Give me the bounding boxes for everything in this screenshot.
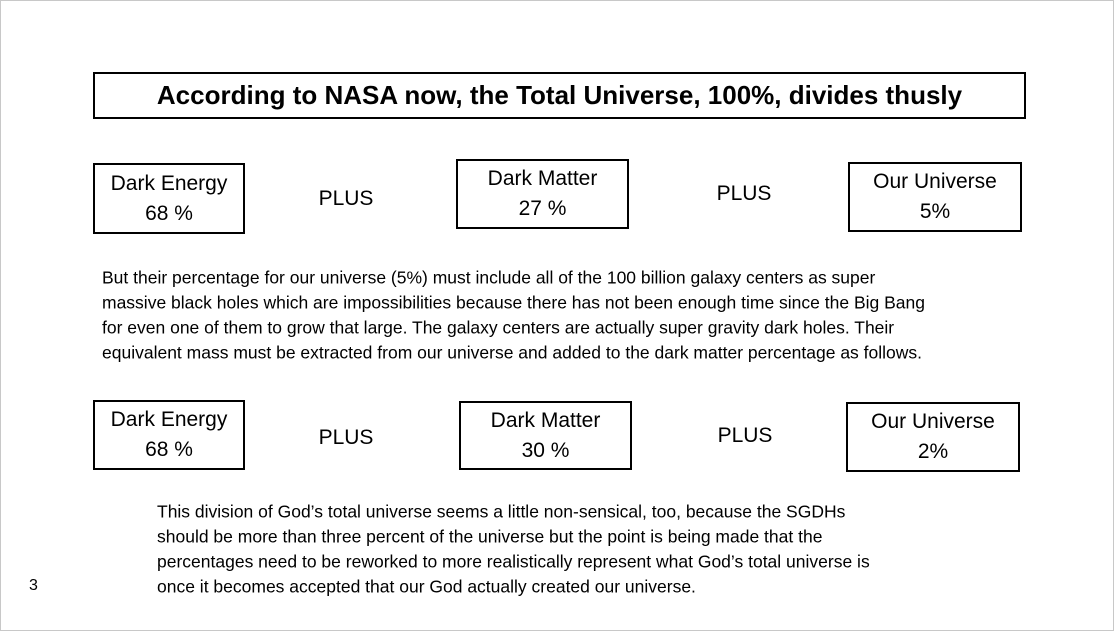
component-label: Dark Matter — [490, 408, 601, 432]
component-label: Dark Matter — [487, 167, 598, 190]
component-value: 30 % — [521, 438, 570, 462]
paragraph-line: equivalent mass must be extracted from o… — [102, 342, 923, 363]
component-label: Dark Energy — [110, 171, 228, 195]
component-box: Dark Matter 30 % — [459, 401, 632, 470]
paragraph-line: But their percentage for our universe (5… — [102, 267, 876, 288]
component-value: 2% — [917, 440, 949, 463]
paragraph-line: should be more than three percent of the… — [157, 526, 823, 547]
paragraph-line: percentages need to be reworked to more … — [157, 551, 870, 572]
component-value: 27 % — [518, 197, 567, 220]
component-box: Our Universe 2% — [846, 402, 1020, 472]
paragraph-line: massive black holes which are impossibil… — [102, 292, 925, 313]
component-value: 5% — [919, 200, 951, 223]
component-value: 68 % — [145, 201, 193, 225]
paragraph-line: for even one of them to grow that large.… — [102, 317, 895, 338]
component-box: Our Universe 5% — [848, 162, 1022, 232]
connector: PLUS — [716, 182, 772, 205]
component-box: Dark Energy 68 % — [93, 163, 245, 234]
page-number: 3 — [29, 577, 38, 594]
component-label: Our Universe — [873, 170, 997, 193]
component-box: Dark Energy 68 % — [93, 400, 245, 470]
paragraph-line: This division of God’s total universe se… — [157, 501, 846, 522]
component-label: Our Universe — [871, 410, 995, 433]
title: According to NASA now, the Total Univers… — [93, 72, 1026, 119]
connector: PLUS — [717, 424, 773, 447]
component-box: Dark Matter 27 % — [456, 159, 629, 229]
connector: PLUS — [318, 426, 374, 449]
connector: PLUS — [318, 187, 374, 210]
component-value: 68 % — [145, 438, 193, 461]
component-label: Dark Energy — [110, 408, 228, 431]
paragraph-line: once it becomes accepted that our God ac… — [157, 576, 696, 597]
